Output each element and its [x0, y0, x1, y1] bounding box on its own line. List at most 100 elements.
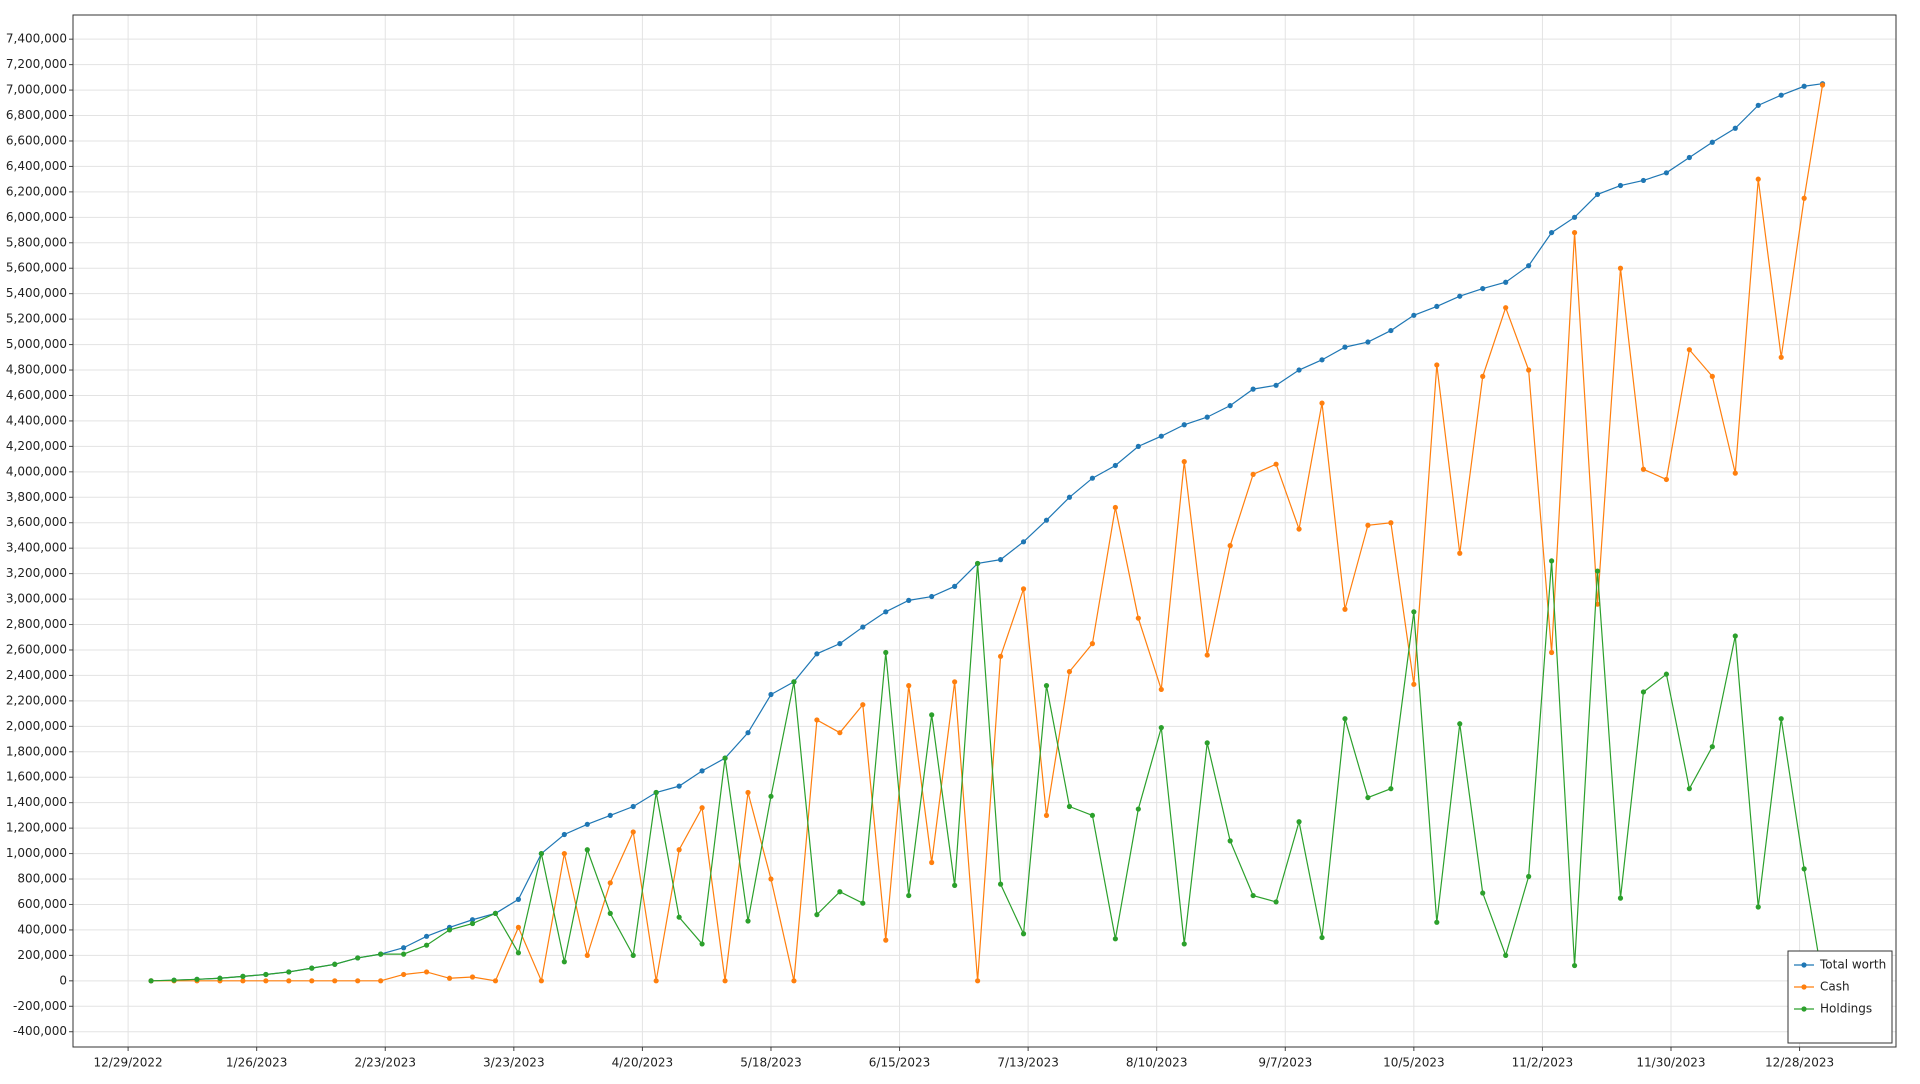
data-point	[538, 850, 544, 857]
data-point	[1181, 459, 1187, 465]
data-point	[1778, 92, 1784, 98]
y-tick-label: 3,800,000	[6, 490, 67, 504]
data-point	[952, 679, 958, 685]
data-point	[1801, 195, 1807, 201]
data-point	[975, 978, 981, 984]
data-point	[1709, 139, 1715, 145]
data-point	[1227, 838, 1233, 844]
data-point	[1686, 786, 1692, 792]
data-point	[423, 933, 430, 939]
x-tick-label: 11/2/2023	[1512, 1056, 1574, 1070]
legend-label: Cash	[1820, 980, 1850, 994]
data-point	[1503, 305, 1509, 311]
data-point	[676, 783, 682, 789]
data-point	[1020, 931, 1027, 937]
data-point	[906, 597, 912, 603]
data-point	[1480, 373, 1486, 379]
y-tick-label: 6,200,000	[6, 184, 67, 198]
data-point	[332, 978, 338, 984]
data-point	[1112, 936, 1118, 942]
data-point	[515, 924, 522, 930]
data-point	[1158, 725, 1164, 731]
data-point	[883, 609, 889, 615]
legend: Total worth Cash Holdings	[1787, 950, 1893, 1044]
data-point	[814, 651, 820, 657]
y-tick-label: 0	[59, 973, 67, 987]
y-tick-label: 6,000,000	[6, 210, 67, 224]
data-point	[860, 702, 866, 708]
data-point	[699, 941, 705, 947]
y-tick-label: 5,400,000	[6, 286, 67, 300]
data-point	[814, 912, 820, 918]
data-point	[194, 976, 200, 982]
data-point	[1296, 526, 1302, 532]
data-point	[1617, 182, 1624, 189]
data-point	[1571, 962, 1578, 969]
data-point	[1319, 934, 1325, 941]
data-point	[423, 942, 430, 948]
data-point	[1411, 312, 1417, 318]
y-tick-label: 1,200,000	[6, 821, 67, 835]
data-point	[1089, 812, 1096, 819]
data-point	[240, 978, 246, 984]
data-point	[1135, 806, 1141, 812]
data-point	[1457, 550, 1463, 556]
data-point	[1296, 367, 1302, 373]
data-point	[1020, 539, 1027, 545]
data-point	[906, 683, 912, 689]
data-point	[1112, 462, 1118, 469]
x-tick-label: 10/5/2023	[1383, 1056, 1445, 1070]
data-point	[1503, 279, 1509, 285]
data-point	[929, 712, 935, 718]
data-point	[1526, 873, 1532, 880]
data-point	[1135, 615, 1141, 621]
data-point	[1640, 466, 1647, 472]
data-point	[1204, 652, 1210, 658]
data-point	[997, 557, 1004, 563]
y-tick-label: 1,800,000	[6, 744, 67, 758]
legend-label: Holdings	[1820, 1002, 1872, 1016]
data-point	[814, 717, 820, 723]
data-point	[1755, 176, 1761, 182]
y-tick-label: 2,400,000	[6, 668, 67, 682]
data-point	[584, 821, 590, 827]
data-point	[1755, 102, 1761, 108]
data-point	[446, 975, 453, 981]
y-tick-label: 800,000	[17, 872, 67, 886]
y-tick-label: 3,400,000	[6, 541, 67, 555]
data-point	[630, 829, 636, 835]
y-tick-label: 3,000,000	[6, 592, 67, 606]
data-point	[860, 900, 866, 906]
y-tick-label: 2,000,000	[6, 719, 67, 733]
data-point	[286, 978, 292, 984]
data-point	[469, 974, 476, 980]
data-point	[446, 927, 453, 933]
data-point	[1204, 740, 1210, 746]
data-point	[860, 624, 866, 630]
data-point	[1066, 669, 1073, 675]
data-point	[768, 793, 774, 799]
data-point	[722, 978, 728, 984]
x-tick-label: 12/28/2023	[1765, 1056, 1834, 1070]
data-point	[1434, 303, 1440, 310]
data-point	[561, 959, 567, 965]
data-point	[217, 975, 223, 981]
x-tick-label: 2/23/2023	[354, 1056, 416, 1070]
data-point	[1617, 895, 1624, 901]
data-point	[584, 847, 590, 853]
data-point	[1549, 649, 1555, 656]
data-point	[1388, 786, 1394, 792]
data-point	[561, 831, 567, 838]
data-point	[745, 789, 751, 796]
data-point	[240, 973, 246, 979]
data-point	[630, 803, 636, 810]
data-point	[1640, 177, 1647, 184]
data-point	[1227, 403, 1233, 409]
data-point	[1571, 214, 1578, 220]
data-point	[1801, 83, 1807, 89]
data-point	[1250, 471, 1256, 477]
data-point	[791, 679, 797, 685]
y-tick-label: 7,200,000	[6, 57, 67, 71]
